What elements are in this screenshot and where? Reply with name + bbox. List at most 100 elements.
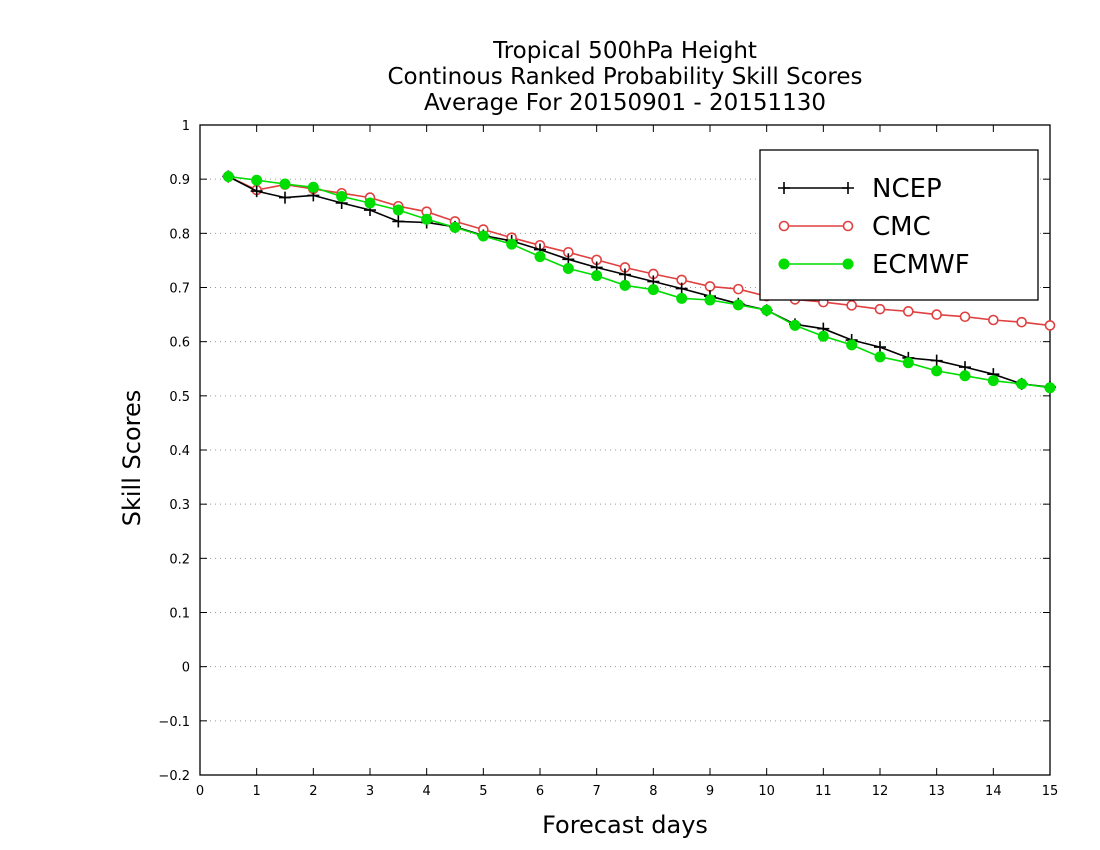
ecmwf-point <box>704 294 716 306</box>
ecmwf-point <box>676 292 688 304</box>
y-axis: −0.2 −0.1 0 0.1 0.2 0.3 0.4 0.5 0.6 0.7 0.8 0.9 1 <box>158 119 1050 784</box>
ecmwf-point <box>562 263 574 275</box>
ncep-point <box>250 185 263 198</box>
ecmwf-point <box>1016 378 1028 390</box>
x-tick-label: 9 <box>706 784 714 799</box>
ecmwf-point <box>931 365 943 377</box>
legend-marker-ncep <box>842 182 854 194</box>
legend: NCEP CMC ECMWF <box>759 149 1039 301</box>
ecmwf-point <box>279 178 291 190</box>
ecmwf-point <box>732 299 744 311</box>
x-tick-label: 11 <box>815 784 832 799</box>
ecmwf-point <box>421 213 433 225</box>
x-tick-label: 2 <box>309 784 317 799</box>
cmc-point <box>959 311 971 323</box>
x-tick-label: 0 <box>196 784 204 799</box>
x-tick-label: 8 <box>649 784 657 799</box>
ecmwf-point <box>902 357 914 369</box>
ecmwf-point <box>251 174 263 186</box>
series-ecmwf <box>222 170 1056 394</box>
ecmwf-point <box>477 230 489 242</box>
ecmwf-point <box>619 279 631 291</box>
legend-marker-ncep <box>778 182 790 194</box>
x-tick-label: 1 <box>253 784 261 799</box>
y-tick-label: 0.9 <box>169 173 190 188</box>
ncep-point <box>279 191 291 204</box>
ecmwf-point <box>987 375 999 387</box>
y-tick-label: 0.3 <box>169 498 190 513</box>
legend-item-ecmwf: ECMWF <box>778 250 970 280</box>
ecmwf-point <box>1044 382 1056 394</box>
x-tick-label: 10 <box>758 784 775 799</box>
ecmwf-point <box>647 284 659 296</box>
legend-marker-ecmwf <box>842 258 854 270</box>
ncep-point <box>675 282 688 295</box>
y-tick-label: 0 <box>182 661 190 676</box>
y-tick-label: −0.2 <box>158 769 190 784</box>
cmc-point <box>704 281 716 292</box>
legend-marker-cmc <box>778 220 790 232</box>
ecmwf-point <box>761 304 773 316</box>
ecmwf-point <box>307 181 319 193</box>
ecmwf-point <box>846 339 858 351</box>
ncep-point <box>930 354 943 367</box>
legend-label-ecmwf: ECMWF <box>872 250 970 280</box>
cmc-point <box>988 314 999 326</box>
cmc-point <box>846 300 857 311</box>
cmc-point <box>733 283 744 295</box>
legend-item-cmc: CMC <box>778 212 931 242</box>
ecmwf-point <box>534 251 546 263</box>
x-tick-label: 15 <box>1042 784 1059 799</box>
legend-box <box>759 149 1039 301</box>
ecmwf-point <box>506 238 518 250</box>
y-tick-label: 0.6 <box>169 336 190 351</box>
y-axis-label: Skill Scores <box>118 390 146 527</box>
legend-label-cmc: CMC <box>872 212 931 242</box>
ecmwf-point <box>817 330 829 342</box>
ecmwf-point <box>874 351 886 363</box>
ecmwf-point <box>364 197 376 209</box>
ecmwf-point <box>336 191 348 202</box>
cmc-point <box>874 303 886 315</box>
ecmwf-point <box>392 204 404 216</box>
cmc-point <box>903 306 914 317</box>
x-axis: 0 1 2 3 4 5 6 7 8 9 10 11 12 13 14 15 <box>196 125 1058 799</box>
x-tick-label: 5 <box>479 784 487 799</box>
legend-marker-cmc <box>842 220 854 232</box>
title-line: Continous Ranked Probability Skill Score… <box>387 64 862 90</box>
legend-item-ncep: NCEP <box>778 174 942 204</box>
ncep-point <box>392 215 405 228</box>
legend-label-ncep: NCEP <box>872 174 942 204</box>
ecmwf-point <box>449 221 461 233</box>
ecmwf-point <box>959 370 971 382</box>
x-tick-label: 12 <box>872 784 889 799</box>
y-tick-label: 0.5 <box>169 390 190 405</box>
ecmwf-point <box>222 170 234 182</box>
y-tick-label: 0.1 <box>169 607 190 622</box>
ncep-point <box>874 341 886 354</box>
cmc-point <box>1016 316 1027 328</box>
x-tick-label: 14 <box>985 784 1002 799</box>
grid-lines <box>200 178 1050 722</box>
ecmwf-point <box>591 270 603 282</box>
y-tick-label: 0.4 <box>169 444 190 459</box>
legend-marker-ecmwf <box>778 258 790 270</box>
x-tick-label: 6 <box>536 784 544 799</box>
y-tick-label: 0.2 <box>169 552 190 567</box>
x-axis-label: Forecast days <box>542 811 708 839</box>
x-tick-label: 3 <box>366 784 374 799</box>
y-tick-label: −0.1 <box>158 715 190 730</box>
data-series <box>222 170 1056 394</box>
x-tick-label: 7 <box>593 784 601 799</box>
x-tick-label: 4 <box>423 784 431 799</box>
y-tick-label: 0.8 <box>169 227 190 242</box>
y-tick-label: 1 <box>182 119 190 134</box>
ncep-point <box>619 268 631 281</box>
cmc-point <box>931 309 942 320</box>
x-tick-label: 13 <box>928 784 945 799</box>
ecmwf-point <box>789 319 801 331</box>
title-line: Average For 20150901 - 20151130 <box>424 90 826 116</box>
y-tick-label: 0.7 <box>169 282 190 297</box>
